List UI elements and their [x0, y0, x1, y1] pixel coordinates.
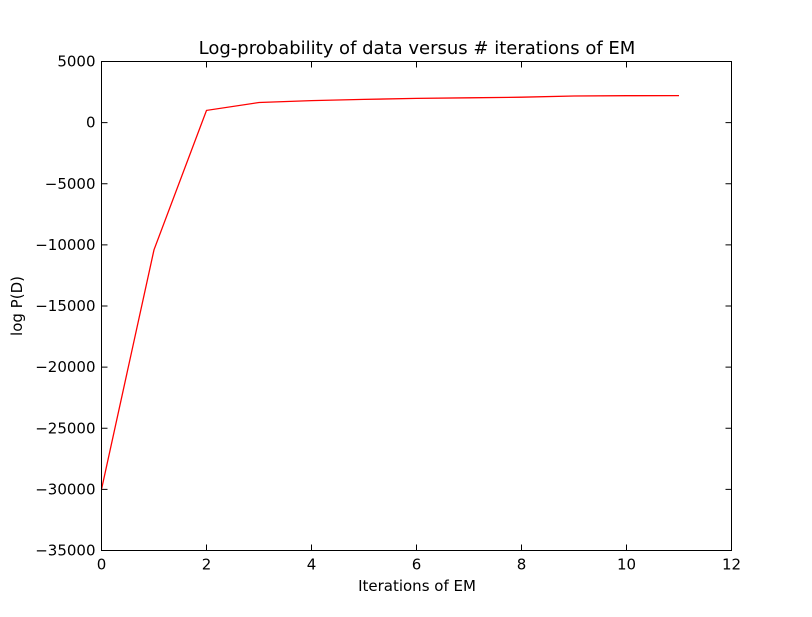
y-tick-label: 5000: [57, 53, 95, 71]
series-layer: [100, 94, 680, 490]
y-tick-label: −5000: [45, 175, 96, 193]
x-axis-label: Iterations of EM: [358, 577, 476, 595]
x-tick-label: 12: [722, 556, 741, 574]
y-tick-label: −35000: [35, 542, 95, 560]
x-tick-label: 0: [97, 556, 107, 574]
y-tick-label: −15000: [35, 297, 95, 315]
y-tick-label: −30000: [35, 480, 95, 498]
y-axis-label: log P(D): [8, 276, 26, 336]
x-tick-label: 6: [412, 556, 422, 574]
x-tick-label: 4: [307, 556, 317, 574]
series-line: [100, 94, 680, 490]
plot-frame: [101, 61, 732, 551]
chart-title: Log-probability of data versus # iterati…: [199, 38, 636, 59]
y-tick-label: −10000: [35, 236, 95, 254]
x-tick-label: 8: [517, 556, 527, 574]
x-tick-label: 2: [202, 556, 212, 574]
x-tick-label: 10: [617, 556, 636, 574]
y-tick-label: −25000: [35, 419, 95, 437]
ticks-layer: 0 2 4 6 8 10 12 5000 0 −5000 −10000 −15000 −20000 −25…: [35, 53, 741, 574]
y-tick-label: 0: [86, 114, 96, 132]
y-tick-label: −20000: [35, 358, 95, 376]
